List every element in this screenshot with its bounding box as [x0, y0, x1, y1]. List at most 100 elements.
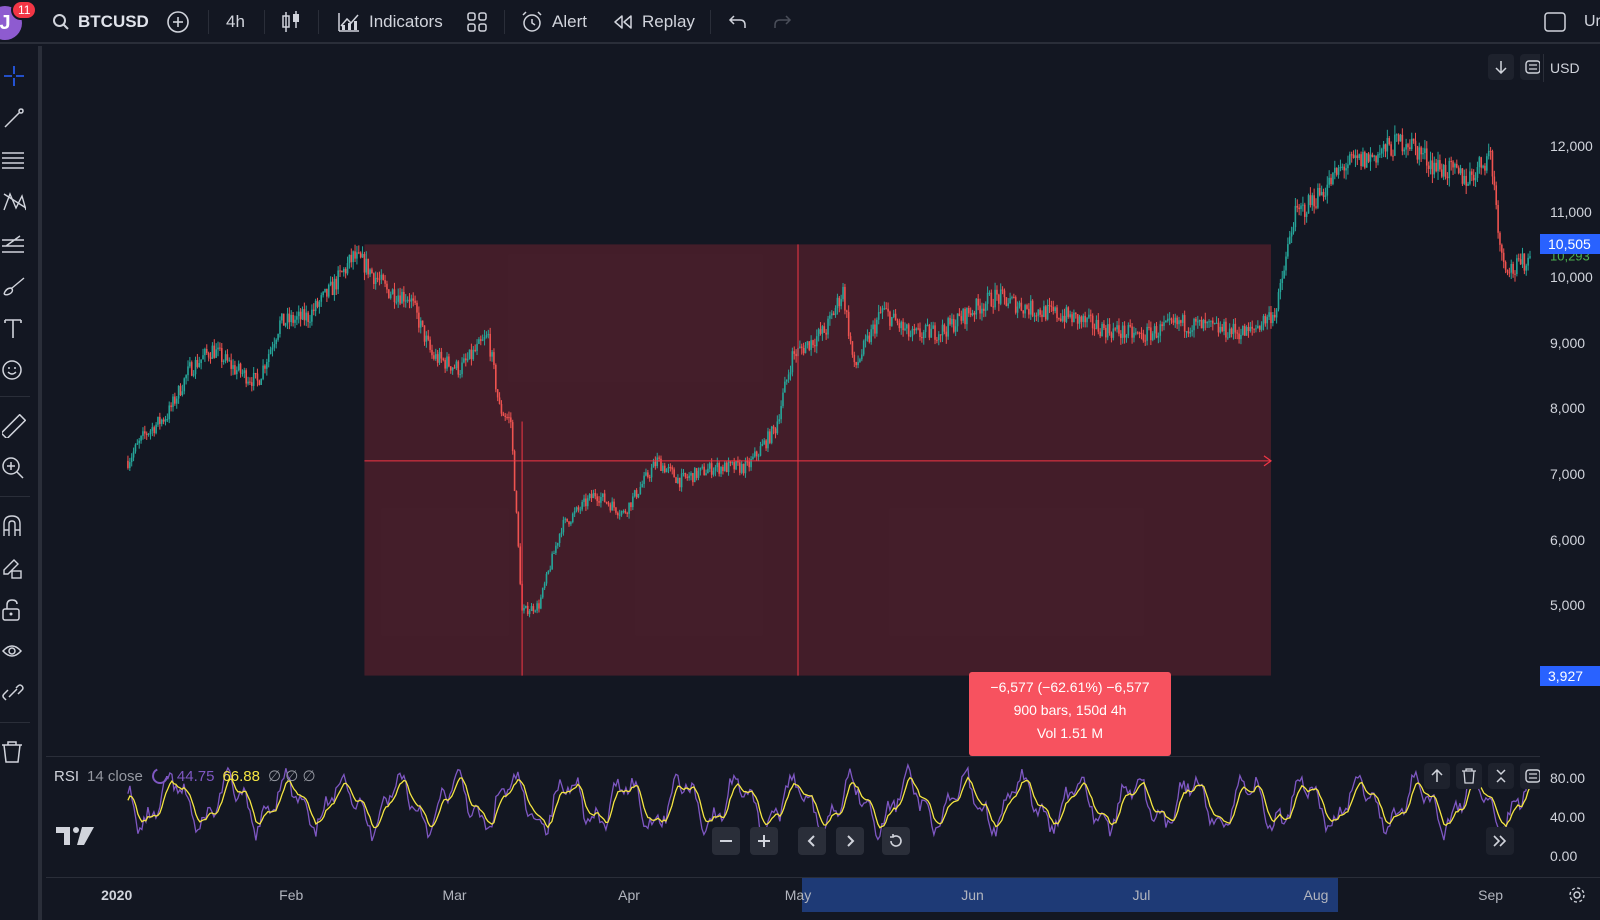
price-axis-label: 5,000 — [1550, 597, 1586, 614]
symbol-search-button[interactable]: BTCUSD — [52, 8, 149, 36]
magnet-tool[interactable] — [0, 512, 28, 540]
chart-type-button[interactable] — [280, 8, 302, 36]
pattern-tool[interactable] — [0, 188, 28, 216]
candle-body — [1255, 328, 1257, 330]
candle-body — [230, 360, 232, 369]
candle-body — [431, 349, 433, 356]
candle-body — [530, 606, 533, 612]
time-axis-settings-button[interactable] — [1568, 886, 1586, 909]
toolbar-divider — [0, 396, 30, 397]
ruler-icon — [2, 414, 26, 438]
fullscreen-button[interactable] — [1543, 8, 1567, 36]
price-chart-pane[interactable] — [46, 46, 1546, 754]
emoji-tool[interactable] — [0, 356, 28, 384]
candle-body — [609, 504, 612, 511]
redo-button[interactable] — [772, 8, 792, 36]
candle-body — [714, 467, 717, 471]
candle-body — [297, 311, 300, 317]
scroll-down-button[interactable] — [1488, 54, 1514, 80]
move-pane-up-button[interactable] — [1424, 763, 1450, 789]
rsi-legend[interactable]: RSI 14 close 44.75 66.88 ∅ ∅ ∅ — [54, 767, 316, 786]
candle-body — [971, 312, 974, 316]
horizontal-lines-tool[interactable] — [0, 146, 28, 174]
scroll-right-button[interactable] — [836, 827, 864, 855]
candle-body — [855, 362, 857, 366]
ruler-tool[interactable] — [0, 412, 28, 440]
candle-body — [1482, 165, 1484, 168]
collapse-pane-button[interactable] — [1488, 763, 1514, 789]
candle-body — [992, 306, 994, 308]
measure-box[interactable] — [364, 244, 1271, 676]
candle-body — [810, 340, 812, 350]
alert-button[interactable]: Alert — [520, 8, 587, 36]
undo-button[interactable] — [728, 8, 748, 36]
interval-button[interactable]: 4h — [226, 8, 245, 36]
candle-body — [718, 462, 720, 474]
candle-body — [1020, 302, 1023, 311]
time-axis[interactable]: 2020 Feb Mar Apr May Jun Jul Aug Sep — [46, 877, 1600, 912]
candle-body — [335, 278, 338, 290]
candle-body — [1320, 191, 1323, 196]
brush-tool[interactable] — [0, 272, 28, 300]
candle-body — [913, 328, 916, 331]
time-axis-label: Feb — [279, 887, 304, 903]
candle-body — [930, 328, 933, 338]
scroll-left-button[interactable] — [798, 827, 826, 855]
candle-body — [401, 291, 403, 304]
remove-drawings-tool[interactable] — [0, 738, 28, 766]
price-axis[interactable]: 12,000 11,000 10,000 9,000 8,000 7,000 6,000 5,… — [1540, 46, 1600, 877]
candle-body — [990, 292, 993, 307]
candle-body — [761, 443, 764, 447]
candle-body — [947, 318, 949, 337]
candle-body — [1016, 306, 1019, 313]
projection-tool[interactable] — [0, 230, 28, 258]
reset-chart-button[interactable] — [882, 827, 910, 855]
candle-body — [1499, 232, 1501, 245]
candle-body — [744, 461, 747, 474]
lock-drawings-tool[interactable] — [0, 596, 28, 624]
candle-body — [1088, 314, 1090, 318]
account-menu-partial[interactable]: Ur — [1584, 8, 1600, 36]
candle-body — [748, 461, 750, 468]
scroll-to-realtime-button[interactable] — [1486, 827, 1514, 855]
candle-body — [577, 507, 580, 510]
projection-icon — [2, 235, 24, 253]
candle-body — [534, 610, 537, 612]
toolbar-divider — [0, 496, 30, 497]
candle-body — [1435, 162, 1437, 172]
candle-body — [999, 289, 1002, 304]
replay-button[interactable]: Replay — [612, 8, 695, 36]
candle-body — [299, 311, 302, 320]
candle-body — [962, 308, 964, 321]
candle-body — [789, 372, 792, 375]
candle-body — [416, 302, 418, 313]
candle-body — [934, 325, 936, 340]
tradingview-logo[interactable] — [56, 825, 94, 850]
candle-body — [273, 344, 276, 348]
rsi-pane[interactable]: RSI 14 close 44.75 66.88 ∅ ∅ ∅ — [46, 756, 1546, 876]
text-tool[interactable] — [0, 314, 28, 342]
candle-body — [1082, 315, 1085, 322]
delete-pane-button[interactable] — [1456, 763, 1482, 789]
candle-body — [1512, 263, 1514, 274]
candle-body — [729, 461, 732, 463]
link-tool[interactable] — [0, 680, 28, 708]
currency-selector[interactable]: USD — [1543, 54, 1599, 82]
zoom-out-button[interactable] — [712, 827, 740, 855]
candle-body — [1275, 309, 1278, 318]
candle-body — [515, 490, 518, 513]
candle-body — [1414, 140, 1417, 147]
layouts-button[interactable] — [466, 8, 488, 36]
zoom-in-button[interactable] — [750, 827, 778, 855]
candle-body — [1422, 153, 1424, 155]
stay-in-drawing-tool[interactable] — [0, 554, 28, 582]
candle-body — [1324, 195, 1327, 197]
trend-line-tool[interactable] — [0, 104, 28, 132]
crosshair-tool[interactable] — [0, 62, 28, 90]
candle-body — [344, 268, 347, 274]
indicators-button[interactable]: Indicators — [337, 8, 443, 36]
hide-drawings-tool[interactable] — [0, 638, 28, 666]
compare-symbol-button[interactable] — [166, 8, 190, 36]
zoom-tool[interactable] — [0, 454, 28, 482]
